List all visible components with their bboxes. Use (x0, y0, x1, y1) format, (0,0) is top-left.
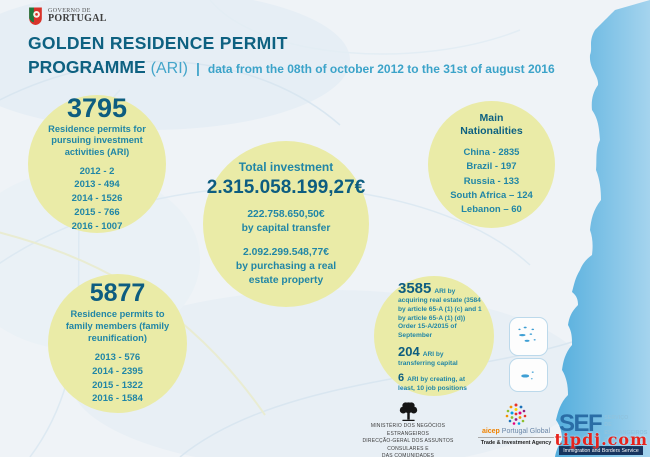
title-line1: GOLDEN RESIDENCE PERMIT (28, 33, 288, 53)
sef-acronym: SEF (559, 410, 603, 437)
nationalities-list: China - 2835 Brazil - 197 Russia - 133 S… (450, 146, 533, 217)
sef-name-line: SERVIÇO (604, 415, 629, 421)
total-investment-value: 2.315.058.199,27€ (206, 177, 366, 199)
ari-capital-label: ARI by (422, 351, 444, 359)
bubble-family-permits: 5877 Residence permits to family members… (48, 274, 187, 413)
governo-de-portugal-logo: GOVERNO DE PORTUGAL (28, 7, 107, 26)
ari-real-estate: 3585 ARI by acquiring real estate (3584 … (398, 280, 484, 340)
capital-transfer-label: by capital transfer (241, 223, 331, 235)
ari-real-estate-value: 3585 (398, 280, 432, 298)
bubble-total-investment: Total investment 2.315.058.199,27€ 222.7… (203, 141, 369, 307)
ari-jobs-label: ARI by creating, at (407, 376, 466, 384)
family-permits-total: 5877 (89, 278, 146, 307)
azores-islands-icon (518, 326, 536, 342)
aicep-name-rest: Portugal Global (499, 428, 551, 435)
ari-real-estate-text: acquiring real estate (3584 by article 6… (398, 297, 482, 339)
ari-jobs: 6 ARI by creating, at least, 10 job posi… (398, 372, 467, 393)
nationality-row: Brazil - 197 (466, 161, 517, 173)
title-separator: | (195, 60, 200, 76)
total-investment-label: Total investment (238, 160, 334, 175)
portugal-coat-of-arms-icon (29, 7, 42, 25)
real-estate-purchase: 2.092.299.548,77€ by purchasing a real e… (227, 246, 345, 288)
ari-real-estate-label: ARI by (434, 288, 456, 296)
sef-name-line: DE ESTRANGEIROS (604, 422, 648, 436)
title-subtitle: data from the 08th of october 2012 to th… (207, 62, 555, 76)
ari-capital-value: 204 (398, 344, 420, 360)
year-row: 2015 - 766 (74, 206, 120, 218)
title-ari: (ARI) (150, 60, 188, 77)
investment-permits-by-year: 2012 - 2 2013 - 494 2014 - 1526 2015 - 7… (72, 165, 123, 234)
real-estate-label: by purchasing a real estate property (235, 260, 337, 286)
ministry-tree-icon (399, 402, 417, 421)
year-row: 2013 - 576 (94, 352, 141, 364)
aicep-name: aicep Portugal Global (472, 428, 560, 435)
watermark: tipdj.com (554, 430, 648, 449)
nationalities-title: Main Nationalities (460, 111, 523, 138)
sef-full-name: SERVIÇO DE ESTRANGEIROS E FRONTEIRAS (604, 413, 649, 444)
madeira-islands-inset (509, 358, 548, 392)
year-row: 2012 - 2 (79, 165, 115, 177)
sef-name-line: E FRONTEIRAS (604, 436, 645, 443)
capital-transfer-value: 222.758.650,50€ (247, 209, 325, 221)
bubble-investment-permits: 3795 Residence permits for pursuing inve… (28, 92, 166, 234)
title-programme: PROGRAMME (28, 57, 146, 77)
ministry-line: DIRECÇÃO-GERAL DOS ASSUNTOS CONSULARES E (362, 438, 454, 452)
nationality-row: China - 2835 (463, 147, 520, 159)
year-row: 2013 - 494 (74, 179, 120, 191)
title-line2: PROGRAMME (ARI) | data from the 08th of o… (28, 57, 555, 78)
aicep-dot-sphere-icon (505, 403, 527, 425)
aicep-tagline: Trade & Investment Agency (480, 440, 552, 446)
year-row: 2015 - 1322 (92, 379, 143, 391)
nationality-row: South Africa – 124 (450, 189, 533, 201)
ministry-line: MINISTÉRIO DOS NEGÓCIOS ESTRANGEIROS (370, 423, 446, 437)
year-row: 2014 - 2395 (92, 365, 143, 377)
ministry-line: DAS COMUNIDADES (381, 453, 435, 457)
aicep-brand: aicep (481, 428, 500, 435)
portugal-map-silhouette (555, 0, 650, 457)
aicep-logo-block: aicep Portugal Global Trade & Investment… (472, 401, 560, 446)
mne-logo-block: MINISTÉRIO DOS NEGÓCIOS ESTRANGEIROS DIR… (350, 401, 466, 457)
page-title: GOLDEN RESIDENCE PERMIT PROGRAMME (ARI) |… (28, 33, 555, 78)
ari-jobs-value: 6 (398, 372, 405, 385)
ari-jobs-text: least, 10 job positions (398, 384, 467, 392)
bubble-ari-breakdown: 3585 ARI by acquiring real estate (3584 … (374, 276, 494, 396)
sef-logo-block: SEF SERVIÇO DE ESTRANGEIROS E FRONTEIRAS… (559, 410, 649, 456)
bubble-nationalities: Main Nationalities China - 2835 Brazil -… (428, 101, 555, 228)
nationality-row: Lebanon – 60 (461, 204, 522, 216)
ari-capital-text: transferring capital (398, 359, 458, 367)
nationality-row: Russia - 133 (463, 175, 520, 187)
gov-logo-line1: GOVERNO DE (48, 8, 91, 15)
investment-permits-total: 3795 (66, 92, 128, 123)
divider (478, 437, 554, 438)
year-row: 2014 - 1526 (71, 193, 123, 205)
real-estate-value: 2.092.299.548,77€ (243, 247, 329, 259)
year-row: 2016 - 1584 (92, 393, 143, 405)
year-row: 2016 - 1007 (71, 220, 123, 232)
madeira-islands-icon (521, 371, 534, 380)
capital-transfer: 222.758.650,50€ by capital transfer (242, 208, 331, 236)
azores-islands-inset (509, 317, 548, 356)
family-permits-caption: Residence permits to family members (fam… (65, 308, 170, 343)
family-permits-by-year: 2013 - 576 2014 - 2395 2015 - 1322 2016 … (92, 351, 143, 406)
sef-tagline: Immigration and Borders Service (559, 446, 643, 456)
gov-logo-line2: PORTUGAL (48, 13, 107, 25)
investment-permits-caption: Residence permits for pursuing investmen… (48, 123, 146, 157)
ari-capital: 204 ARI by transferring capital (398, 344, 458, 368)
ministry-name-lines: MINISTÉRIO DOS NEGÓCIOS ESTRANGEIROS DIR… (350, 423, 466, 457)
